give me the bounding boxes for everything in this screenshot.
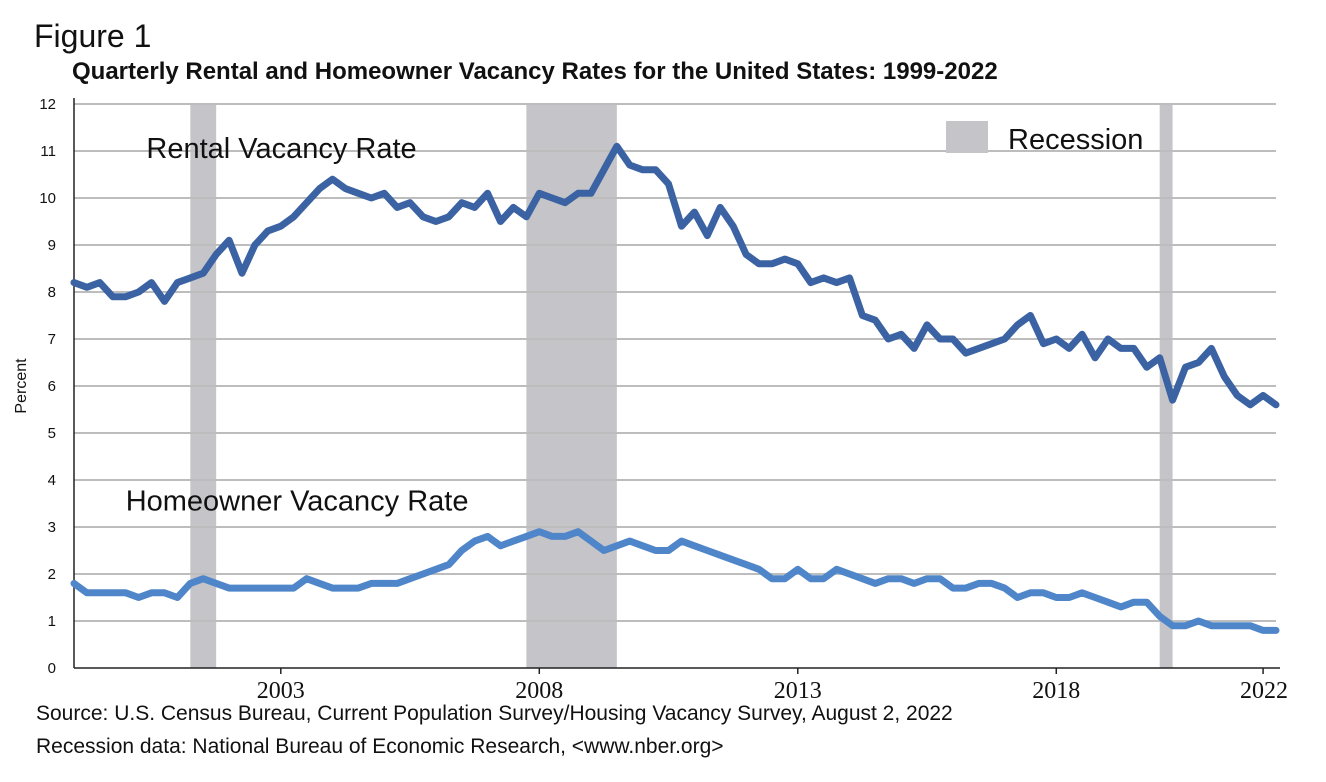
legend-recession-label: Recession <box>1008 124 1143 156</box>
chart-labels: Rental Vacancy Rate Homeowner Vacancy Rat… <box>126 121 1143 518</box>
y-tick-label-1: 1 <box>48 613 56 630</box>
series-line-homeowner-vacancy-rate <box>70 528 1280 634</box>
figure-label: Figure 1 <box>34 18 152 54</box>
series-lines <box>70 142 1280 634</box>
x-tick-label-2008: 2008 <box>515 678 563 704</box>
series-label-homeowner-vacancy-rate: Homeowner Vacancy Rate <box>126 486 469 518</box>
legend-recession-swatch <box>946 121 988 153</box>
series-label-rental-vacancy-rate: Rental Vacancy Rate <box>146 133 416 165</box>
y-tick-label-7: 7 <box>48 331 56 348</box>
recession-source-note: Recession data: National Bureau of Econo… <box>36 735 724 758</box>
y-tick-label-10: 10 <box>39 190 56 207</box>
series-line-rental-vacancy-rate <box>70 142 1280 409</box>
y-tick-label-12: 12 <box>39 96 56 113</box>
y-tick-label-9: 9 <box>48 237 56 254</box>
x-tick-label-2022: 2022 <box>1240 678 1288 704</box>
y-tick-label-11: 11 <box>40 143 56 160</box>
source-note: Source: U.S. Census Bureau, Current Popu… <box>36 702 953 725</box>
y-tick-label-6: 6 <box>48 378 56 395</box>
x-tick-label-2018: 2018 <box>1032 678 1080 704</box>
x-tick-label-2013: 2013 <box>774 678 822 704</box>
y-tick-label-8: 8 <box>48 284 56 301</box>
x-tick-label-2003: 2003 <box>257 678 305 704</box>
y-tick-label-3: 3 <box>48 519 56 536</box>
y-tick-label-5: 5 <box>48 425 56 442</box>
chart-title: Quarterly Rental and Homeowner Vacancy R… <box>72 58 998 85</box>
y-tick-label-2: 2 <box>48 566 56 583</box>
y-tick-label-0: 0 <box>48 660 56 677</box>
y-tick-label-4: 4 <box>48 472 56 489</box>
y-axis-label: Percent <box>13 358 30 414</box>
